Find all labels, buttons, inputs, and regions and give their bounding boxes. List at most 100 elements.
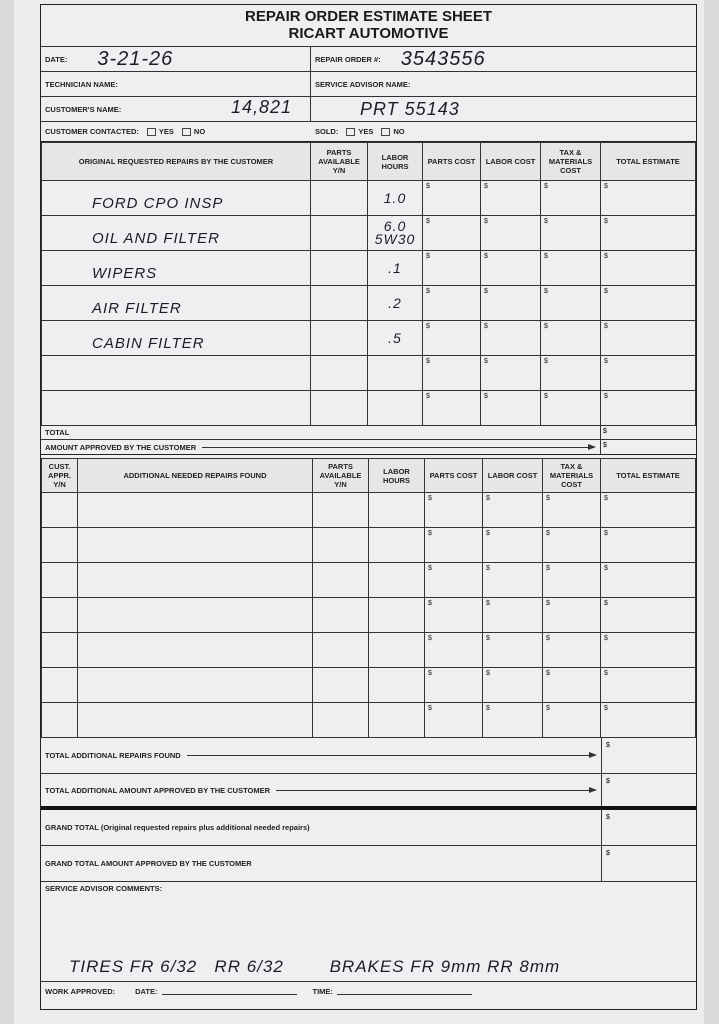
repair-cell[interactable]: WIPERS: [41, 250, 311, 286]
cost-cell[interactable]: $: [542, 562, 601, 598]
cost-cell[interactable]: $: [540, 215, 601, 251]
labor-hours-cell[interactable]: [368, 597, 425, 633]
cost-cell[interactable]: $: [542, 702, 601, 738]
cost-cell[interactable]: $: [480, 355, 541, 391]
cost-cell[interactable]: $: [422, 250, 481, 286]
parts-available-cell[interactable]: [310, 180, 368, 216]
cost-cell[interactable]: $: [542, 632, 601, 668]
labor-hours-cell[interactable]: 1.0: [367, 180, 423, 216]
cost-cell[interactable]: $: [422, 180, 481, 216]
parts-available-cell[interactable]: [312, 562, 369, 598]
cost-cell[interactable]: $: [424, 527, 483, 563]
cost-cell[interactable]: $: [482, 527, 543, 563]
customer-value[interactable]: 14,821: [231, 97, 293, 117]
repair-cell[interactable]: [77, 597, 313, 633]
parts-available-cell[interactable]: [310, 215, 368, 251]
cost-cell[interactable]: $: [542, 667, 601, 703]
repair-cell[interactable]: [77, 702, 313, 738]
repair-cell[interactable]: [77, 632, 313, 668]
cost-cell[interactable]: $: [600, 702, 696, 738]
labor-hours-cell[interactable]: [368, 562, 425, 598]
cost-cell[interactable]: $: [480, 285, 541, 321]
cust-approval-cell[interactable]: [41, 562, 78, 598]
cost-cell[interactable]: $: [540, 355, 601, 391]
repair-cell[interactable]: CABIN FILTER: [41, 320, 311, 356]
cust-approval-cell[interactable]: [41, 527, 78, 563]
cost-cell[interactable]: $: [600, 250, 696, 286]
cost-cell[interactable]: $: [540, 180, 601, 216]
cost-cell[interactable]: $: [480, 250, 541, 286]
cost-cell[interactable]: $: [542, 527, 601, 563]
cust-approval-cell[interactable]: [41, 597, 78, 633]
cost-cell[interactable]: $: [600, 667, 696, 703]
cost-cell[interactable]: $: [542, 492, 601, 528]
sold-yes-checkbox[interactable]: [346, 127, 356, 136]
cost-cell[interactable]: $: [542, 597, 601, 633]
cost-cell[interactable]: $: [424, 632, 483, 668]
parts-available-cell[interactable]: [310, 320, 368, 356]
labor-hours-cell[interactable]: [368, 632, 425, 668]
cost-cell[interactable]: $: [422, 355, 481, 391]
parts-available-cell[interactable]: [312, 527, 369, 563]
cost-cell[interactable]: $: [600, 492, 696, 528]
repair-cell[interactable]: FORD CPO INSP: [41, 180, 311, 216]
labor-hours-cell[interactable]: [367, 390, 423, 426]
cust-approval-cell[interactable]: [41, 492, 78, 528]
sold-no-checkbox[interactable]: [381, 127, 391, 136]
date-line[interactable]: [161, 993, 297, 995]
cost-cell[interactable]: $: [600, 355, 696, 391]
repair-cell[interactable]: [41, 390, 311, 426]
cost-cell[interactable]: $: [422, 285, 481, 321]
cost-cell[interactable]: $: [482, 492, 543, 528]
cost-cell[interactable]: $: [482, 632, 543, 668]
cost-cell[interactable]: $: [600, 597, 696, 633]
repair-cell[interactable]: [77, 527, 313, 563]
parts-available-cell[interactable]: [312, 632, 369, 668]
labor-hours-cell[interactable]: .1: [367, 250, 423, 286]
labor-hours-cell[interactable]: [368, 527, 425, 563]
labor-hours-cell[interactable]: [368, 702, 425, 738]
cost-cell[interactable]: $: [480, 180, 541, 216]
parts-available-cell[interactable]: [310, 250, 368, 286]
cost-cell[interactable]: $: [600, 632, 696, 668]
parts-available-cell[interactable]: [312, 492, 369, 528]
cost-cell[interactable]: $: [480, 390, 541, 426]
repair-cell[interactable]: [41, 355, 311, 391]
labor-hours-cell[interactable]: [367, 355, 423, 391]
contacted-no-checkbox[interactable]: [181, 127, 191, 136]
cust-approval-cell[interactable]: [41, 702, 78, 738]
cost-cell[interactable]: $: [424, 562, 483, 598]
repair-order-value[interactable]: 3543556: [400, 47, 486, 70]
cost-cell[interactable]: $: [422, 320, 481, 356]
cost-cell[interactable]: $: [540, 250, 601, 286]
cust-approval-cell[interactable]: [41, 667, 78, 703]
cost-cell[interactable]: $: [600, 285, 696, 321]
cost-cell[interactable]: $: [482, 562, 543, 598]
cost-cell[interactable]: $: [482, 597, 543, 633]
cost-cell[interactable]: $: [424, 597, 483, 633]
cost-cell[interactable]: $: [600, 562, 696, 598]
cost-cell[interactable]: $: [600, 527, 696, 563]
parts-available-cell[interactable]: [310, 390, 368, 426]
cost-cell[interactable]: $: [540, 285, 601, 321]
date-value[interactable]: 3-21-26: [97, 47, 174, 70]
cost-cell[interactable]: $: [600, 320, 696, 356]
labor-hours-cell[interactable]: [368, 667, 425, 703]
cost-cell[interactable]: $: [600, 180, 696, 216]
parts-available-cell[interactable]: [310, 285, 368, 321]
labor-hours-cell[interactable]: 6.0 5W30: [367, 215, 423, 251]
cost-cell[interactable]: $: [480, 215, 541, 251]
repair-cell[interactable]: AIR FILTER: [41, 285, 311, 321]
labor-hours-cell[interactable]: .5: [367, 320, 423, 356]
cust-approval-cell[interactable]: [41, 632, 78, 668]
parts-available-cell[interactable]: [312, 597, 369, 633]
labor-hours-cell[interactable]: .2: [367, 285, 423, 321]
parts-available-cell[interactable]: [310, 355, 368, 391]
cost-cell[interactable]: $: [422, 215, 481, 251]
repair-cell[interactable]: [77, 562, 313, 598]
cost-cell[interactable]: $: [482, 702, 543, 738]
contacted-yes-checkbox[interactable]: [146, 127, 156, 136]
labor-hours-cell[interactable]: [368, 492, 425, 528]
customer-value-2[interactable]: PRT 55143: [360, 98, 460, 119]
cost-cell[interactable]: $: [424, 702, 483, 738]
